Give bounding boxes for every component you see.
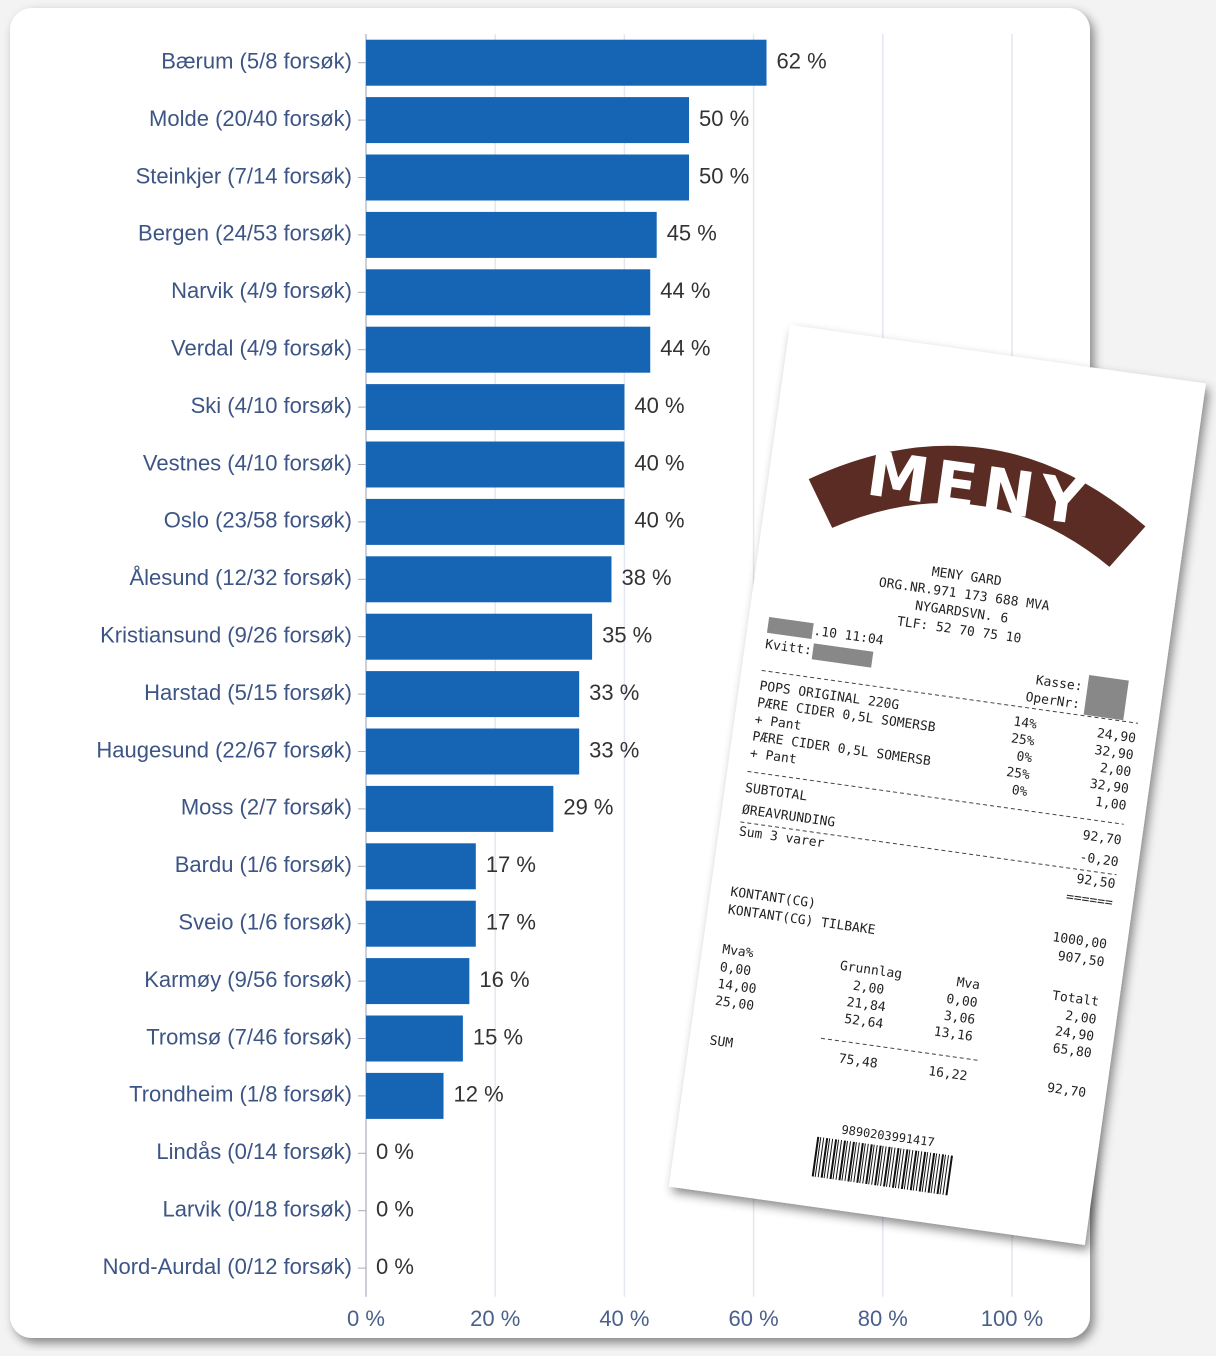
y-tick-label: Moss (2/7 forsøk): [181, 795, 352, 820]
value-label: 0 %: [376, 1254, 414, 1279]
y-tick-label: Ålesund (12/32 forsøk): [129, 565, 352, 590]
y-tick-label: Harstad (5/15 forsøk): [144, 680, 352, 705]
value-label: 29 %: [563, 795, 613, 820]
y-tick-label: Oslo (23/58 forsøk): [164, 508, 352, 533]
value-label: 35 %: [602, 623, 652, 648]
y-tick-label: Narvik (4/9 forsøk): [171, 278, 352, 303]
bar: [366, 556, 611, 602]
value-label: 12 %: [454, 1082, 504, 1107]
y-tick-label: Sveio (1/6 forsøk): [178, 910, 352, 935]
bar: [366, 614, 592, 660]
y-tick-label: Kristiansund (9/26 forsøk): [100, 623, 352, 648]
bar: [366, 442, 624, 488]
value-label: 33 %: [589, 680, 639, 705]
bar: [366, 786, 553, 832]
x-tick-label: 80 %: [858, 1306, 908, 1331]
bar: [366, 212, 657, 258]
value-label: 40 %: [634, 508, 684, 533]
value-label: 40 %: [634, 450, 684, 475]
value-label: 15 %: [473, 1024, 523, 1049]
value-label: 17 %: [486, 852, 536, 877]
x-tick-label: 60 %: [729, 1306, 779, 1331]
y-tick-label: Tromsø (7/46 forsøk): [146, 1024, 352, 1049]
value-label: 0 %: [376, 1139, 414, 1164]
value-label: 40 %: [634, 393, 684, 418]
bar: [366, 269, 650, 315]
value-label: 33 %: [589, 737, 639, 762]
value-label: 50 %: [699, 106, 749, 131]
y-tick-label: Trondheim (1/8 forsøk): [129, 1082, 352, 1107]
y-tick-label: Haugesund (22/67 forsøk): [96, 737, 352, 762]
bar: [366, 384, 624, 430]
y-tick-label: Nord-Aurdal (0/12 forsøk): [103, 1254, 352, 1279]
bar: [366, 155, 689, 201]
value-label: 50 %: [699, 163, 749, 188]
y-tick-label: Verdal (4/9 forsøk): [171, 336, 352, 361]
y-tick-label: Karmøy (9/56 forsøk): [144, 967, 352, 992]
bar: [366, 499, 624, 545]
bar: [366, 671, 579, 717]
bar: [366, 1016, 463, 1062]
receipt-text: 0%: [1011, 783, 1029, 800]
bar: [366, 97, 689, 143]
bar: [366, 901, 476, 947]
receipt-text: 0%: [1015, 749, 1033, 766]
bar: [366, 1073, 444, 1119]
y-tick-label: Bærum (5/8 forsøk): [161, 49, 352, 74]
value-label: 62 %: [777, 49, 827, 74]
x-tick-label: 20 %: [470, 1306, 520, 1331]
x-tick-label: 0 %: [347, 1306, 385, 1331]
value-label: 16 %: [479, 967, 529, 992]
value-label: 0 %: [376, 1197, 414, 1222]
y-tick-label: Bardu (1/6 forsøk): [175, 852, 352, 877]
value-label: 44 %: [660, 336, 710, 361]
y-tick-label: Vestnes (4/10 forsøk): [143, 450, 352, 475]
y-tick-label: Larvik (0/18 forsøk): [163, 1197, 353, 1222]
y-tick-label: Steinkjer (7/14 forsøk): [136, 163, 352, 188]
value-label: 45 %: [667, 221, 717, 246]
value-label: 38 %: [621, 565, 671, 590]
bar: [366, 958, 469, 1004]
value-label: 44 %: [660, 278, 710, 303]
bar: [366, 729, 579, 775]
x-tick-label: 40 %: [599, 1306, 649, 1331]
x-tick-label: 100 %: [981, 1306, 1043, 1331]
y-tick-label: Lindås (0/14 forsøk): [156, 1139, 352, 1164]
page: 0 % 20 % 40 % 60 % 80 % 100 % Bærum (5/8 forsø…: [0, 0, 1216, 1351]
value-label: 17 %: [486, 910, 536, 935]
y-tick-label: Bergen (24/53 forsøk): [138, 221, 352, 246]
bar: [366, 327, 650, 373]
redaction: [1084, 675, 1129, 720]
bar: [366, 40, 767, 86]
y-tick-label: Molde (20/40 forsøk): [149, 106, 352, 131]
bar: [366, 843, 476, 889]
y-tick-label: Ski (4/10 forsøk): [191, 393, 352, 418]
